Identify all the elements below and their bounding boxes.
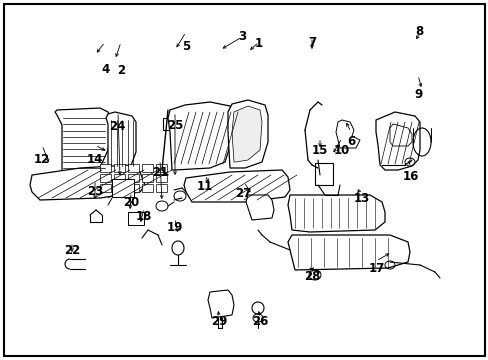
Polygon shape (389, 124, 411, 146)
Text: 5: 5 (182, 40, 189, 53)
Bar (142, 164, 153, 172)
Polygon shape (55, 108, 112, 175)
Text: 19: 19 (166, 221, 183, 234)
Text: 27: 27 (235, 187, 251, 200)
Polygon shape (287, 195, 384, 232)
Text: 21: 21 (152, 166, 168, 179)
Bar (128, 184, 139, 192)
Polygon shape (231, 106, 262, 162)
Bar (156, 164, 167, 172)
Text: 18: 18 (136, 210, 152, 223)
Polygon shape (375, 112, 419, 170)
Polygon shape (106, 112, 136, 170)
Text: 2: 2 (117, 64, 125, 77)
Bar (142, 184, 153, 192)
Bar (112, 179, 134, 197)
Bar (156, 184, 167, 192)
Text: 17: 17 (367, 262, 384, 275)
Bar (114, 164, 125, 172)
Text: 13: 13 (353, 192, 369, 205)
Polygon shape (227, 100, 267, 168)
Polygon shape (168, 102, 231, 170)
Text: 23: 23 (87, 185, 103, 198)
Bar (100, 174, 111, 182)
Polygon shape (183, 170, 289, 202)
Text: 6: 6 (346, 135, 354, 148)
Text: 14: 14 (87, 153, 103, 166)
Polygon shape (287, 235, 409, 270)
Text: 8: 8 (415, 25, 423, 38)
Bar (100, 164, 111, 172)
Text: 12: 12 (33, 153, 50, 166)
Bar (100, 184, 111, 192)
Text: 25: 25 (166, 119, 183, 132)
Bar (142, 174, 153, 182)
Text: 4: 4 (101, 63, 109, 76)
Text: 26: 26 (251, 315, 268, 328)
Text: 24: 24 (109, 120, 125, 133)
Text: 15: 15 (311, 144, 328, 157)
Text: 22: 22 (64, 244, 81, 257)
Bar (128, 212, 143, 225)
Bar (128, 164, 139, 172)
Text: 29: 29 (210, 315, 227, 328)
Bar (114, 174, 125, 182)
Text: 9: 9 (413, 88, 421, 101)
Text: 16: 16 (402, 170, 418, 183)
Bar (163, 118, 177, 130)
Text: 7: 7 (307, 36, 315, 49)
Text: 3: 3 (238, 30, 245, 43)
Polygon shape (207, 290, 234, 318)
Text: 20: 20 (122, 196, 139, 209)
Polygon shape (245, 195, 273, 220)
Bar (114, 184, 125, 192)
Text: 11: 11 (196, 180, 212, 193)
Polygon shape (335, 120, 359, 148)
Text: 28: 28 (303, 270, 320, 283)
Text: 1: 1 (255, 37, 263, 50)
Bar (128, 174, 139, 182)
Polygon shape (30, 165, 145, 200)
Text: 10: 10 (332, 144, 349, 157)
Bar (314, 163, 332, 185)
Bar (156, 174, 167, 182)
